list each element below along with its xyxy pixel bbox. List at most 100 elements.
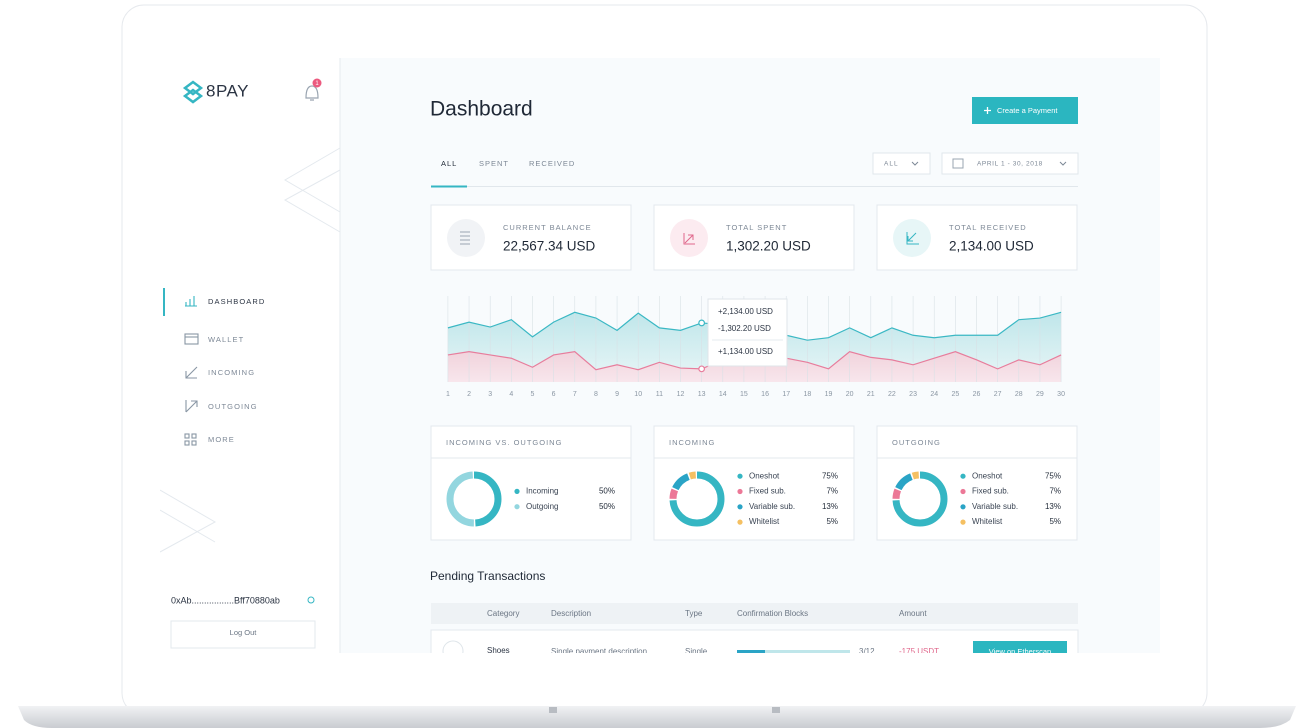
page-title: Dashboard [430, 98, 533, 121]
point [698, 319, 706, 327]
tooltip: +2,134.00 USD -1,302.20 USD +1,134.00 US… [707, 298, 788, 367]
x-tick-label: 11 [656, 391, 663, 398]
donut-segment [446, 471, 502, 527]
legend-value: 75% [1045, 471, 1061, 480]
legend-dot [737, 519, 743, 525]
legend-value: 50% [599, 502, 615, 511]
legend-label: Incoming [526, 487, 558, 496]
logout-label[interactable]: Log Out [230, 628, 258, 637]
tab[interactable]: ALL [441, 159, 457, 168]
legend-dot [960, 473, 966, 479]
screen: 8PAY 1 DASHBOARD WALLET INCOMING OUTGOIN… [160, 58, 1160, 663]
x-tick-label: 19 [825, 391, 833, 398]
cell: Shoes [487, 646, 510, 655]
x-tick-label: 3 [488, 391, 492, 398]
legend-label: Fixed sub. [972, 487, 1009, 496]
cell: Single [685, 647, 708, 656]
column-header: Amount [899, 609, 927, 618]
icon-bg [893, 219, 931, 257]
table-header [431, 603, 1078, 624]
coins-icon [460, 231, 470, 245]
card-amount: 22,567.34 USD [503, 239, 596, 254]
legend-value: 13% [1045, 502, 1061, 511]
area-fill [447, 351, 1062, 382]
tooltip-line: +1,134.00 USD [718, 347, 773, 356]
legend-dot [737, 504, 743, 510]
card-amount: 1,302.20 USD [726, 239, 811, 254]
x-tick-label: 15 [740, 391, 748, 398]
cell: 3/12 [859, 647, 875, 656]
legend-label: Outgoing [526, 502, 558, 511]
x-tick-label: 9 [615, 391, 619, 398]
bell-icon[interactable] [305, 85, 319, 101]
nav-item[interactable]: WALLET [208, 335, 244, 344]
date-filter[interactable] [941, 152, 1079, 175]
legend-dot [960, 504, 966, 510]
cell: Single payment description [551, 647, 647, 656]
legend-dot [960, 488, 966, 495]
laptop-base [18, 706, 1296, 728]
legend-label: Whitelist [749, 517, 780, 526]
type-filter-label[interactable]: ALL [884, 161, 899, 168]
logout-button[interactable] [170, 620, 316, 649]
column-header: Type [685, 609, 703, 618]
x-tick-label: 13 [698, 391, 706, 398]
copy-icon[interactable] [307, 596, 315, 604]
logo-mark [182, 80, 204, 104]
donut-segment [892, 471, 948, 527]
chevron [911, 161, 919, 166]
nav-item[interactable]: OUTGOING [208, 402, 258, 411]
legend-dot [737, 488, 743, 495]
tab[interactable]: SPENT [479, 159, 509, 168]
spent-icon [683, 233, 695, 245]
nav-item[interactable]: MORE [208, 435, 235, 444]
received-icon [906, 232, 919, 245]
logo: 8PAY [206, 81, 249, 100]
card-label: TOTAL SPENT [726, 223, 787, 232]
etherscan-label[interactable]: View on Etherscan [989, 647, 1051, 656]
legend-label: Oneshot [972, 471, 1003, 480]
x-tick-label: 16 [761, 391, 769, 398]
x-tick-label: 1 [446, 391, 450, 398]
legend-label: Oneshot [749, 471, 780, 480]
progress [737, 650, 850, 653]
legend-label: Variable sub. [749, 502, 795, 511]
column-header: Confirmation Blocks [737, 609, 808, 618]
notch [772, 707, 780, 713]
nav-item[interactable]: INCOMING [208, 368, 255, 377]
notification-badge [312, 78, 322, 88]
column-header: Description [551, 609, 591, 618]
x-tick-label: 14 [719, 391, 727, 398]
nav-active-bar [163, 288, 165, 316]
date-filter-label[interactable]: APRIL 1 - 30, 2018 [977, 161, 1043, 168]
x-tick-label: 28 [1015, 391, 1023, 398]
donut-cards: INCOMING VS. OUTGOING Incoming 50% Outgoing… [430, 425, 1078, 541]
chevron [1059, 161, 1067, 166]
etherscan-button[interactable] [973, 641, 1067, 663]
legend-value: 5% [1049, 517, 1061, 526]
nav-item[interactable]: DASHBOARD [208, 297, 265, 306]
x-tick-label: 29 [1036, 391, 1044, 398]
calendar-icon [952, 158, 964, 169]
x-tick-label: 30 [1057, 391, 1065, 398]
tab[interactable]: RECEIVED [529, 159, 575, 168]
x-tick-label: 7 [573, 391, 577, 398]
card-label: TOTAL RECEIVED [949, 223, 1027, 232]
legend-label: Variable sub. [972, 502, 1018, 511]
legend-dot [514, 488, 520, 494]
x-tick-label: 18 [803, 391, 811, 398]
type-filter[interactable] [872, 152, 931, 175]
tooltip-line: -1,302.20 USD [718, 324, 771, 333]
x-tick-label: 6 [552, 391, 556, 398]
card-label: CURRENT BALANCE [503, 223, 592, 232]
create-label[interactable]: Create a Payment [997, 106, 1058, 115]
plus-icon [984, 107, 991, 114]
summary-cards: CURRENT BALANCE 22,567.34 USD TOTAL SPEN… [430, 204, 1078, 271]
x-tick-label: 4 [509, 391, 513, 398]
nav-icons [184, 296, 199, 446]
legend-value: 13% [822, 502, 838, 511]
x-tick-label: 26 [973, 391, 981, 398]
x-tick-label: 21 [867, 391, 875, 398]
table-row [430, 629, 1079, 653]
